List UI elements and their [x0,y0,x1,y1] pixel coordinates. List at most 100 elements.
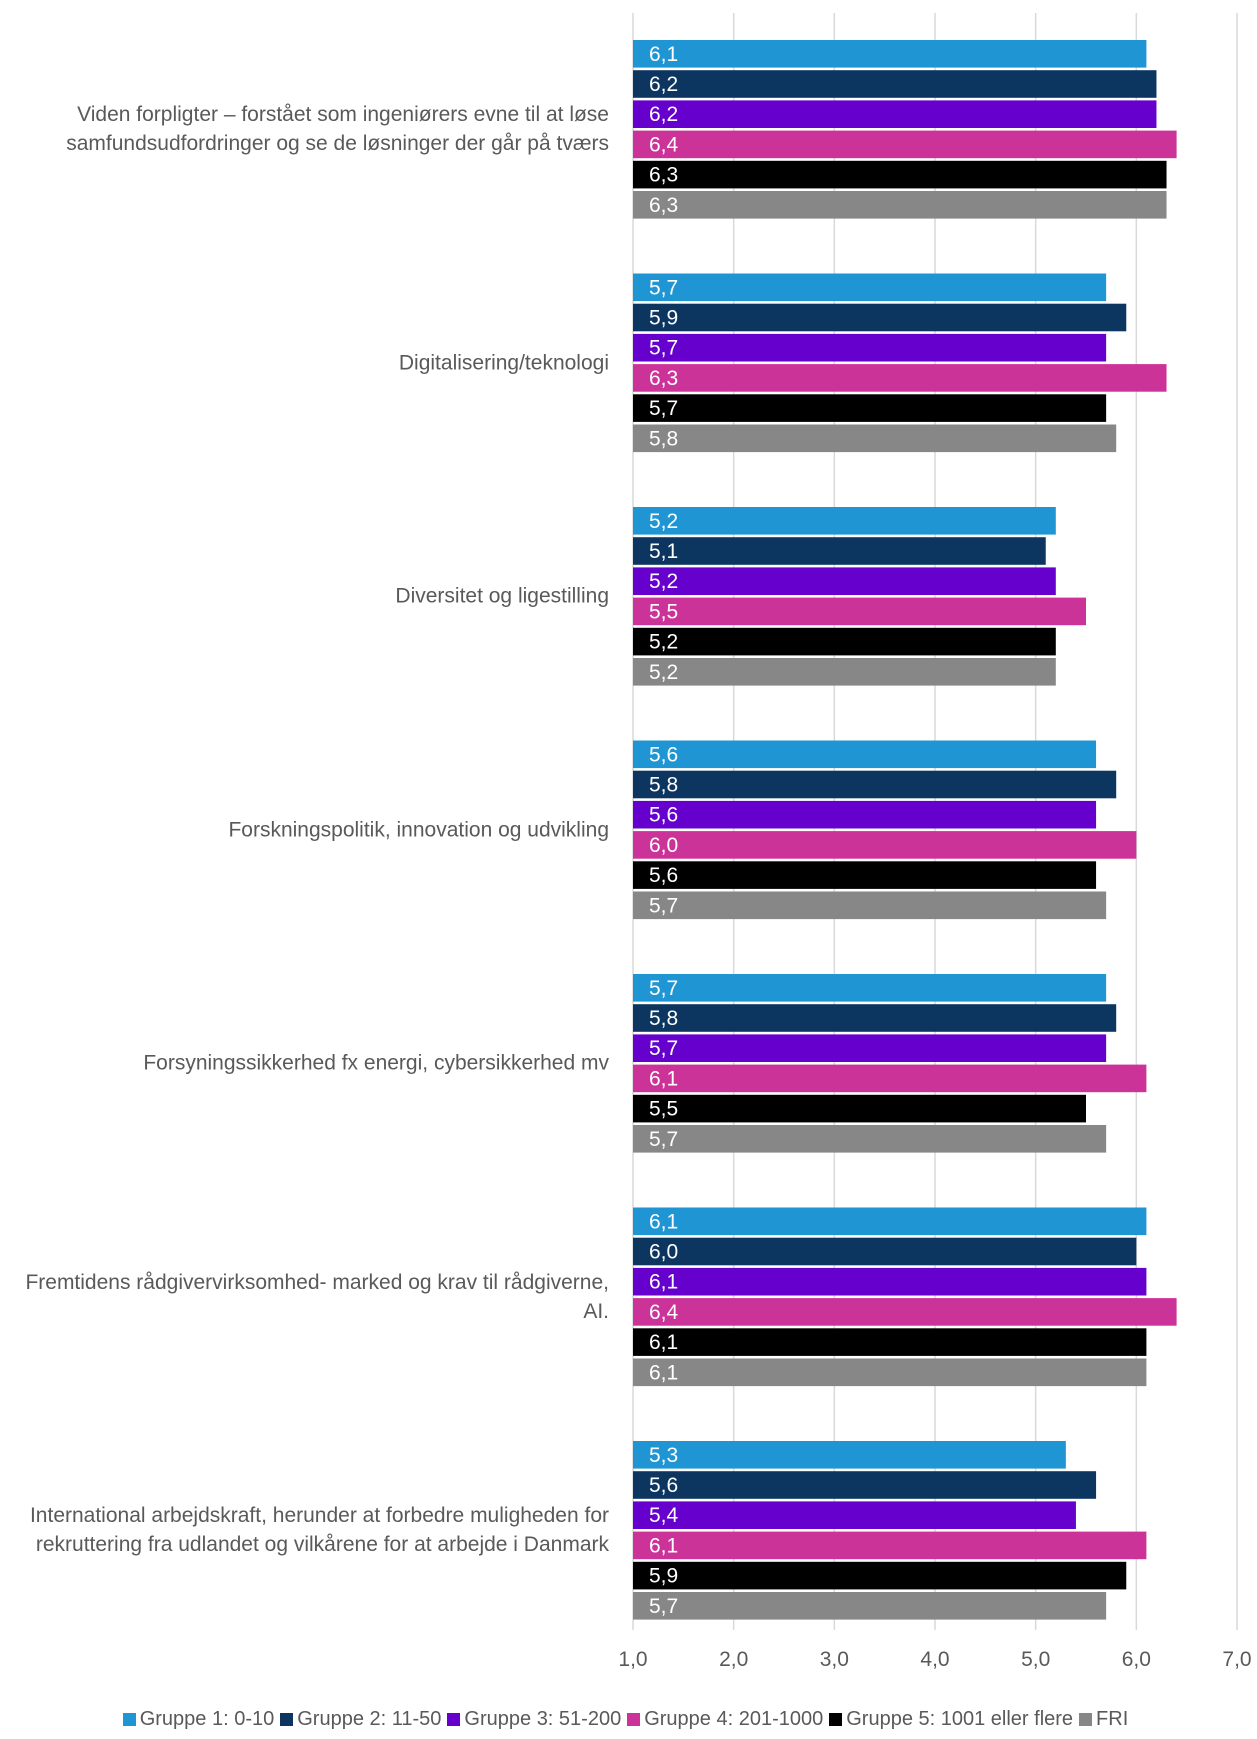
legend-item: Gruppe 5: 1001 eller flere [829,1708,1073,1731]
legend-swatch [122,1713,136,1726]
legend: Gruppe 1: 0-10 Gruppe 2: 11-50 Gruppe 3: 5… [0,1708,1257,1731]
bar [633,1358,1147,1387]
category-label: Forsyningssikkerhed fx energi, cybersikk… [143,1051,609,1075]
bar [633,70,1157,98]
legend-swatch [829,1713,843,1726]
data-label: 5,8 [649,774,678,797]
bar [633,394,1107,422]
x-tick-label: 6,0 [1122,1648,1151,1671]
category-label: Fremtidens rådgivervirksomhed- marked og… [25,1270,609,1323]
bar [633,1034,1107,1062]
x-tick-label: 3,0 [820,1648,849,1671]
bar [633,507,1056,535]
bar [633,1592,1107,1620]
bar [633,537,1046,565]
bar [633,273,1107,302]
data-label: 5,7 [649,977,678,1000]
data-label: 6,3 [649,164,678,187]
bar [633,303,1127,332]
bar [633,1125,1107,1153]
bar [633,1237,1137,1266]
bar [633,160,1167,189]
legend-item: Gruppe 4: 201-1000 [627,1708,823,1731]
data-label: 5,3 [649,1444,678,1467]
data-label: 6,1 [649,43,678,66]
category-label: Diversitet og ligestilling [395,584,609,608]
category-label: Forskningspolitik, innovation og udvikli… [228,818,609,842]
x-tick-label: 1,0 [618,1648,647,1671]
bar [633,770,1117,799]
data-label: 6,1 [649,1210,678,1233]
bar [633,191,1167,219]
bar [633,1094,1086,1123]
bar [633,861,1097,889]
data-label: 5,2 [649,510,678,533]
legend-swatch [280,1713,294,1726]
bar [633,424,1117,453]
category-label: International arbejdskraft, herunder at … [29,1504,609,1557]
data-label: 5,9 [649,1565,678,1588]
legend-swatch [1079,1713,1093,1726]
data-label: 5,6 [649,743,678,766]
data-label: 5,6 [649,1474,678,1497]
data-label: 5,2 [649,570,678,593]
bars: 6,1 6,2 6,2 6,4 6,3 6,3 5,7 5,9 5,7 6,3 5,7 5,8 5,2 5… [633,40,1177,1620]
bar [633,1471,1097,1499]
bar [633,1531,1147,1560]
category-label: Digitalisering/teknologi [398,351,609,375]
data-label: 5,7 [649,1037,678,1060]
data-label: 5,6 [649,804,678,827]
data-label: 5,4 [649,1504,679,1527]
bar [633,1441,1066,1469]
bar [633,658,1056,686]
legend-label: Gruppe 5: 1001 eller flere [846,1708,1074,1730]
data-label: 6,1 [649,1331,678,1354]
legend-item: Gruppe 3: 51-200 [447,1708,621,1731]
bar [633,974,1107,1002]
bar [633,627,1056,656]
data-label: 5,7 [649,276,678,299]
data-label: 5,7 [649,397,678,420]
bar [633,100,1157,128]
data-label: 6,0 [649,1241,678,1264]
bar [633,567,1056,595]
bar [633,1004,1117,1032]
legend-label: Gruppe 3: 51-200 [464,1708,622,1730]
data-label: 5,2 [649,631,678,654]
data-label: 5,8 [649,427,678,450]
data-label: 6,2 [649,73,678,96]
data-label: 5,2 [649,661,678,684]
x-tick-label: 7,0 [1222,1648,1251,1671]
data-label: 5,1 [649,540,678,563]
legend-label: Gruppe 2: 11-50 [297,1708,442,1730]
data-label: 6,1 [649,1067,678,1090]
bar [633,1561,1127,1590]
data-label: 5,5 [649,1098,678,1121]
legend-swatch [447,1713,461,1726]
x-tick-label: 4,0 [920,1648,949,1671]
bar [633,1267,1147,1296]
bar [633,130,1177,159]
data-label: 6,3 [649,194,678,217]
data-label: 6,1 [649,1271,678,1294]
bar [633,1298,1177,1326]
data-label: 5,6 [649,864,678,887]
bar [633,1207,1147,1236]
bar [633,1328,1147,1356]
bar [633,364,1167,392]
legend-item: Gruppe 1: 0-10 [122,1708,274,1731]
legend-item: Gruppe 2: 11-50 [280,1708,441,1731]
data-label: 6,4 [649,1301,679,1324]
data-label: 6,0 [649,834,678,857]
data-label: 5,8 [649,1007,678,1030]
data-label: 6,1 [649,1361,678,1384]
legend-swatch [627,1713,641,1726]
bar [633,740,1097,769]
data-label: 6,4 [649,133,679,156]
x-tick-label: 2,0 [719,1648,748,1671]
bar [633,1501,1076,1529]
bar [633,800,1097,829]
bar [633,831,1137,859]
data-label: 5,7 [649,1128,678,1151]
